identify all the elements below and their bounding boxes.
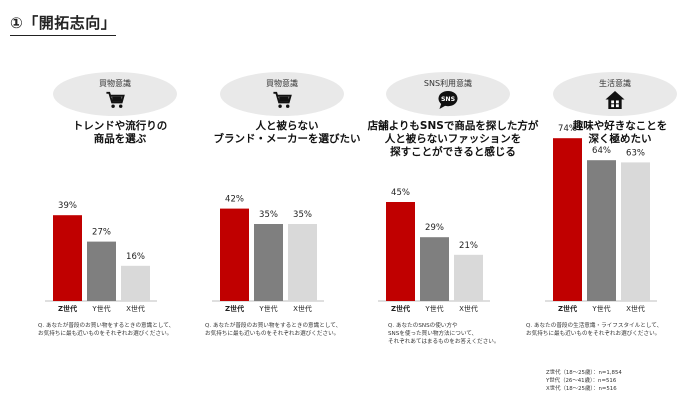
headline-line: トレンドや流行りの — [72, 120, 168, 132]
chart-headline: 店舗よりもSNSで商品を探した方が 人と被らないファッションを 探すことができると感… — [358, 120, 548, 159]
question-note: Q. あなたが普段のお買い物をするときの意識として、 お気持ちに最も近いものをそれ… — [38, 322, 213, 338]
category-tick-label: X世代 — [459, 304, 478, 313]
bar-value-label: 35% — [293, 210, 312, 220]
note-line: お気持ちに最も近いものをそれぞれお選びください。 — [205, 331, 340, 337]
category-tick-label: Y世代 — [424, 304, 443, 313]
question-note: Q. あなたのSNSの使い方や SNSを使った買い物方法について、それぞれあてはま… — [388, 322, 563, 346]
page-title: ①「開拓志向」 — [10, 12, 117, 36]
category-tick-label: X世代 — [626, 304, 645, 313]
category-tick-label: Z世代 — [225, 304, 244, 313]
note-line: SNSを使った買い物方法について、 — [388, 331, 478, 337]
sns-bubble-icon: SNS — [438, 90, 458, 110]
bar-value-label: 42% — [225, 195, 244, 205]
badge-label: SNS利用意識 — [423, 79, 473, 88]
badge-label: 買物意識 — [99, 79, 131, 88]
cart-icon — [273, 91, 292, 108]
bar — [254, 224, 283, 301]
bar-chart: 74% Z世代 64% Y世代 63% X世代 — [545, 124, 657, 313]
chart-headline: 趣味や好きなことを 深く極めたい — [525, 120, 691, 146]
question-note: Q. あなたの普段の生活意識・ライフスタイルとして、 お気持ちに最も近いものをそれ… — [526, 322, 691, 338]
chart-headline: 人と被らない ブランド・メーカーを選びたい — [192, 120, 382, 146]
note-line: それぞれあてはまるものをお答えください。 — [388, 339, 500, 345]
bar — [87, 241, 116, 301]
cart-icon — [273, 91, 292, 108]
category-badge: 買物意識 — [220, 72, 344, 116]
note-line: Q. あなたが普段のお買い物をするときの意識として、 — [38, 323, 175, 329]
bar — [587, 160, 616, 301]
bar — [621, 162, 650, 301]
category-badge: 買物意識 — [53, 72, 177, 116]
category-tick-label: Y世代 — [258, 304, 277, 313]
category-tick-label: Y世代 — [91, 304, 110, 313]
bar — [53, 215, 82, 301]
bar-value-label: 45% — [391, 188, 410, 198]
sns-bubble-icon: SNS — [438, 90, 458, 110]
bar — [454, 254, 483, 301]
note-line: Q. あなたのSNSの使い方や — [388, 323, 458, 329]
bar — [288, 224, 317, 301]
chart-panel: 生活意識趣味や好きなことを 深く極めたい 74% Z世代 64% Y世代 63% X世代 — [545, 72, 691, 352]
headline-line: 深く極めたい — [588, 133, 652, 145]
headline-line: 店舗よりもSNSで商品を探した方が — [367, 120, 539, 132]
category-tick-label: Z世代 — [558, 304, 577, 313]
bar-chart: 39% Z世代 27% Y世代 16% X世代 — [45, 201, 157, 313]
bar-value-label: 27% — [92, 228, 111, 238]
category-badge: 生活意識 — [553, 72, 677, 116]
bar-chart: 42% Z世代 35% Y世代 35% X世代 — [212, 195, 324, 313]
bar — [220, 208, 249, 301]
note-line: お気持ちに最も近いものをそれぞれお選びください。 — [38, 331, 173, 337]
question-note: Q. あなたが普段のお買い物をするときの意識として、 お気持ちに最も近いものをそれ… — [205, 322, 380, 338]
house-icon — [605, 90, 625, 110]
category-tick-label: Y世代 — [591, 304, 610, 313]
sample-size-legend: Z世代（18〜25歳）：n=1,854 Y世代（26〜41歳）：n=516 X世… — [546, 369, 622, 393]
note-line: Q. あなたの普段の生活意識・ライフスタイルとして、 — [526, 323, 663, 329]
category-tick-label: Z世代 — [391, 304, 410, 313]
bar-value-label: 63% — [626, 148, 645, 158]
headline-line: 人と被らない — [255, 120, 319, 132]
badge-label: 買物意識 — [266, 79, 298, 88]
legend-line: Y世代（26〜41歳）：n=516 — [546, 378, 617, 384]
headline-line: 探すことができると感じる — [390, 146, 516, 158]
chart-panel: 買物意識トレンドや流行りの 商品を選ぶ 39% Z世代 27% Y世代 16% X世代 — [45, 72, 195, 352]
note-line: Q. あなたが普段のお買い物をするときの意識として、 — [205, 323, 342, 329]
legend-line: X世代（18〜25歳）：n=516 — [546, 386, 617, 392]
note-line: お気持ちに最も近いものをそれぞれお選びください。 — [526, 331, 661, 337]
category-tick-label: X世代 — [126, 304, 145, 313]
chart-panel: SNS利用意識 SNS 店舗よりもSNSで商品を探した方が 人と被らないファッションを… — [368, 72, 538, 352]
bar-value-label: 35% — [259, 210, 278, 220]
cart-icon — [106, 91, 125, 108]
bar — [420, 237, 449, 301]
headline-line: 商品を選ぶ — [93, 133, 147, 145]
category-tick-label: X世代 — [293, 304, 312, 313]
bar-value-label: 21% — [459, 241, 478, 251]
category-badge: SNS利用意識 SNS — [386, 72, 510, 116]
legend-line: Z世代（18〜25歳）：n=1,854 — [546, 370, 622, 376]
category-tick-label: Z世代 — [58, 304, 77, 313]
headline-line: ブランド・メーカーを選びたい — [213, 133, 361, 145]
bar-value-label: 16% — [126, 252, 145, 262]
bar-value-label: 39% — [58, 201, 77, 211]
bar-value-label: 74% — [558, 124, 577, 134]
bar-value-label: 64% — [592, 146, 611, 156]
bar — [121, 265, 150, 301]
bar — [553, 138, 582, 301]
bar-value-label: 29% — [425, 223, 444, 233]
bar — [386, 202, 415, 301]
headline-line: 趣味や好きなことを — [572, 120, 668, 132]
badge-label: 生活意識 — [599, 79, 631, 88]
svg-text:SNS: SNS — [441, 96, 455, 103]
chart-headline: トレンドや流行りの 商品を選ぶ — [25, 120, 215, 146]
bar-chart: 45% Z世代 29% Y世代 21% X世代 — [378, 188, 490, 313]
headline-line: 人と被らないファッションを — [384, 133, 522, 145]
house-icon — [605, 90, 625, 110]
cart-icon — [106, 91, 125, 108]
chart-panel: 買物意識人と被らない ブランド・メーカーを選びたい 42% Z世代 35% Y世代 35% X… — [212, 72, 362, 352]
